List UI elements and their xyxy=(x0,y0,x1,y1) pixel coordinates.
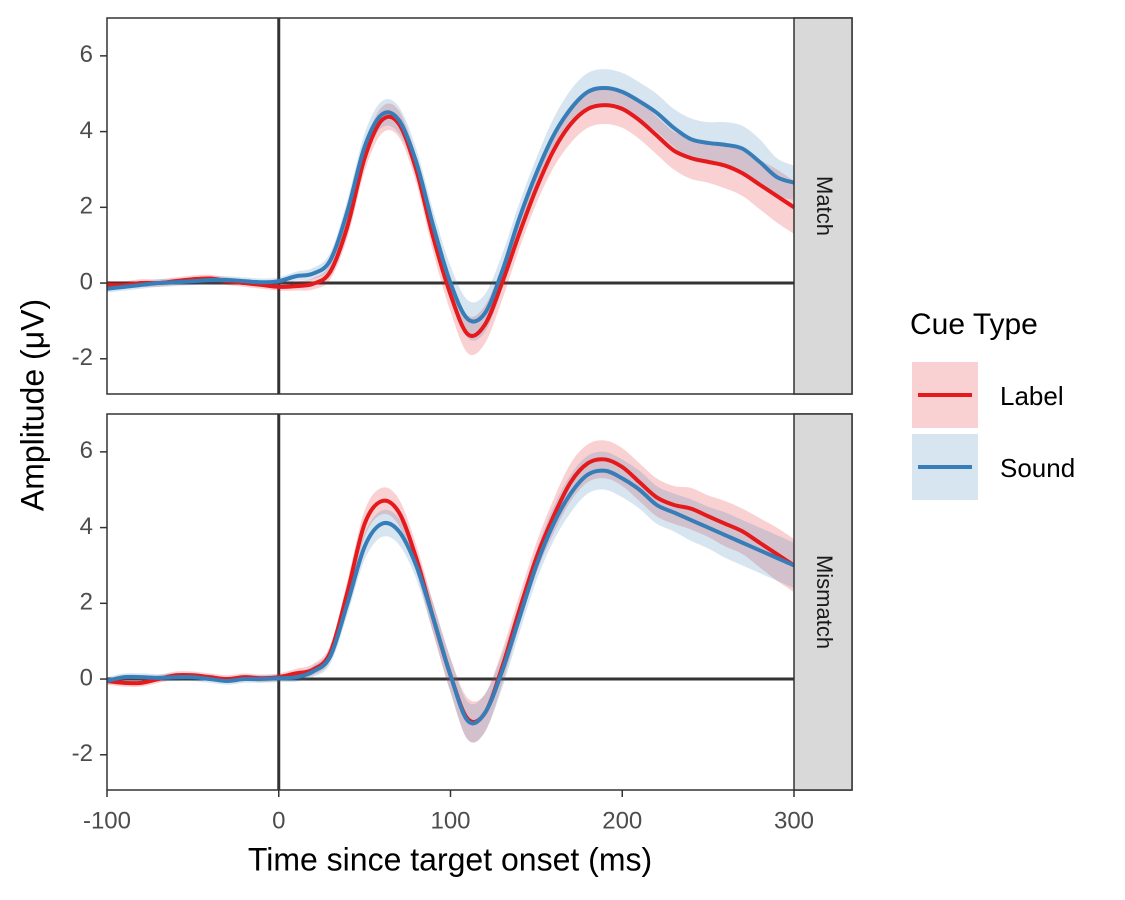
strip xyxy=(793,413,853,791)
strip-label: Match xyxy=(812,176,837,236)
x-axis-title: Time since target onset (ms) xyxy=(248,841,652,877)
legend-label: Sound xyxy=(1000,453,1075,483)
line xyxy=(107,86,794,324)
strip xyxy=(793,17,853,395)
line xyxy=(107,468,794,726)
legend-title: Cue Type xyxy=(910,308,1038,341)
y-tick-label: 4 xyxy=(80,117,93,144)
legend-label: Label xyxy=(1000,381,1064,411)
y-tick-label: 2 xyxy=(80,193,93,220)
y-tick-label: 4 xyxy=(80,513,93,540)
x-tick-label: 100 xyxy=(430,807,470,834)
confidence-band xyxy=(107,451,794,743)
confidence-band xyxy=(107,440,794,743)
y-tick-label: 6 xyxy=(80,41,93,68)
x-tick-label: 0 xyxy=(272,807,285,834)
y-tick-label: 0 xyxy=(80,268,93,295)
y-tick-label: 2 xyxy=(80,589,93,616)
panel-background xyxy=(107,18,794,394)
y-tick-label: 6 xyxy=(80,437,93,464)
x-tick-label: 300 xyxy=(774,807,814,834)
x-tick-label: 200 xyxy=(602,807,642,834)
x-tick-label: -100 xyxy=(83,807,131,834)
strip-label: Mismatch xyxy=(812,555,837,649)
y-axis-title: Amplitude (μV) xyxy=(14,299,50,511)
panel-background xyxy=(107,414,794,790)
y-tick-label: -2 xyxy=(72,740,93,767)
y-tick-label: -2 xyxy=(72,344,93,371)
y-tick-label: 0 xyxy=(80,664,93,691)
